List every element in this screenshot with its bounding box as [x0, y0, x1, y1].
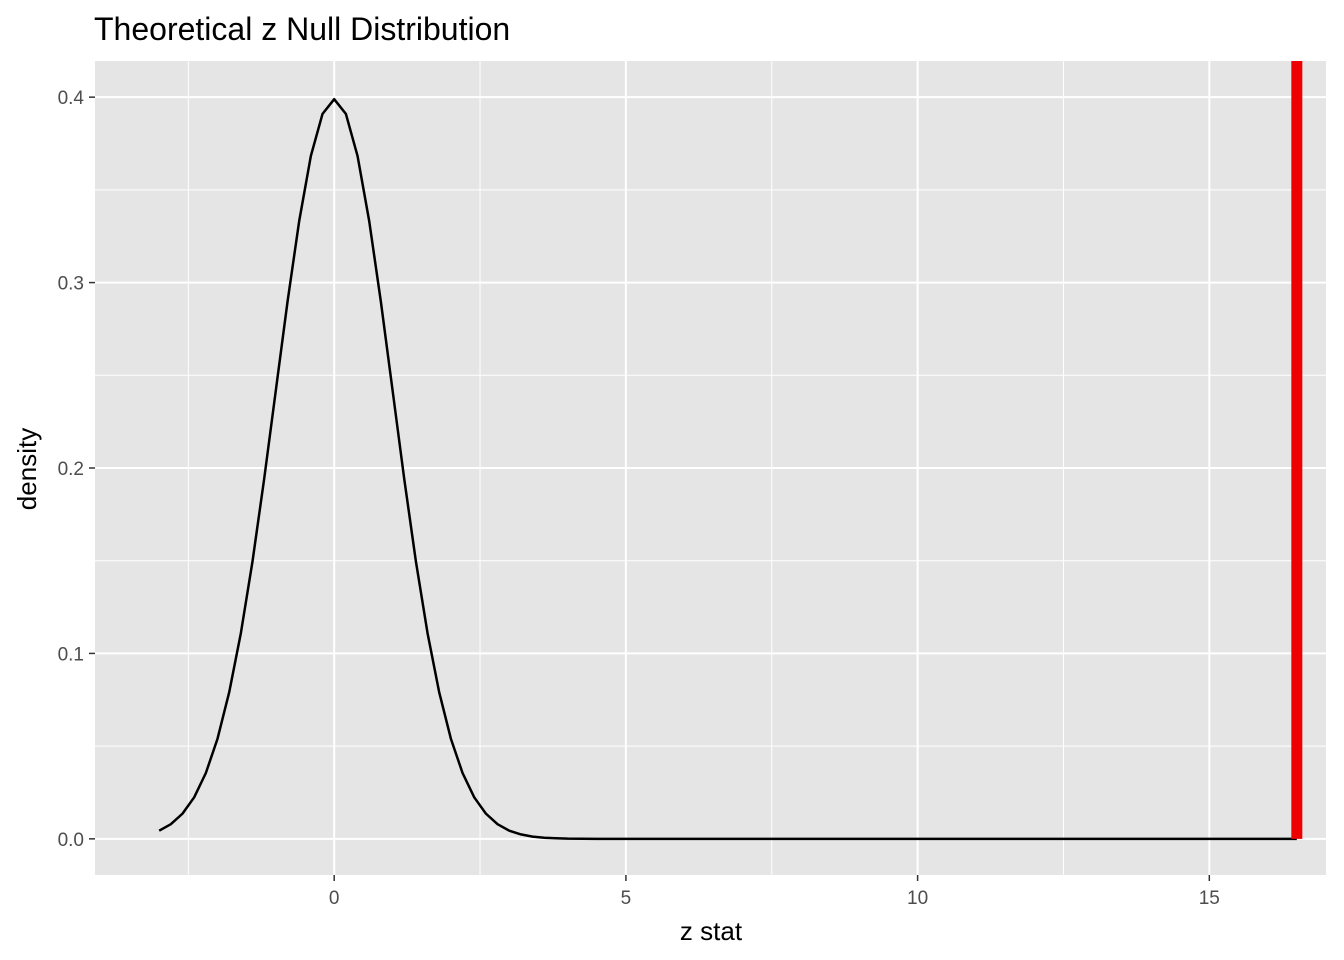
x-tick-label: 10 [907, 888, 928, 909]
x-axis-title: z stat [680, 916, 743, 946]
x-tick-label: 0 [329, 888, 340, 909]
y-axis-title: density [12, 428, 42, 510]
y-tick-label: 0.0 [58, 830, 84, 851]
x-tick-label: 15 [1199, 888, 1220, 909]
y-axis: 0.0 0.1 0.2 0.3 0.4 [58, 88, 95, 851]
chart-title: Theoretical z Null Distribution [94, 11, 510, 47]
grid-major [95, 61, 1326, 875]
y-tick-label: 0.1 [58, 644, 84, 665]
x-axis: 0 5 10 15 [329, 875, 1220, 909]
series-layer [158, 97, 1297, 841]
density-curve [158, 97, 1297, 841]
y-tick-label: 0.3 [58, 274, 84, 295]
x-tick-label: 5 [621, 888, 632, 909]
y-tick-label: 0.2 [58, 459, 84, 480]
y-tick-label: 0.4 [58, 88, 85, 109]
